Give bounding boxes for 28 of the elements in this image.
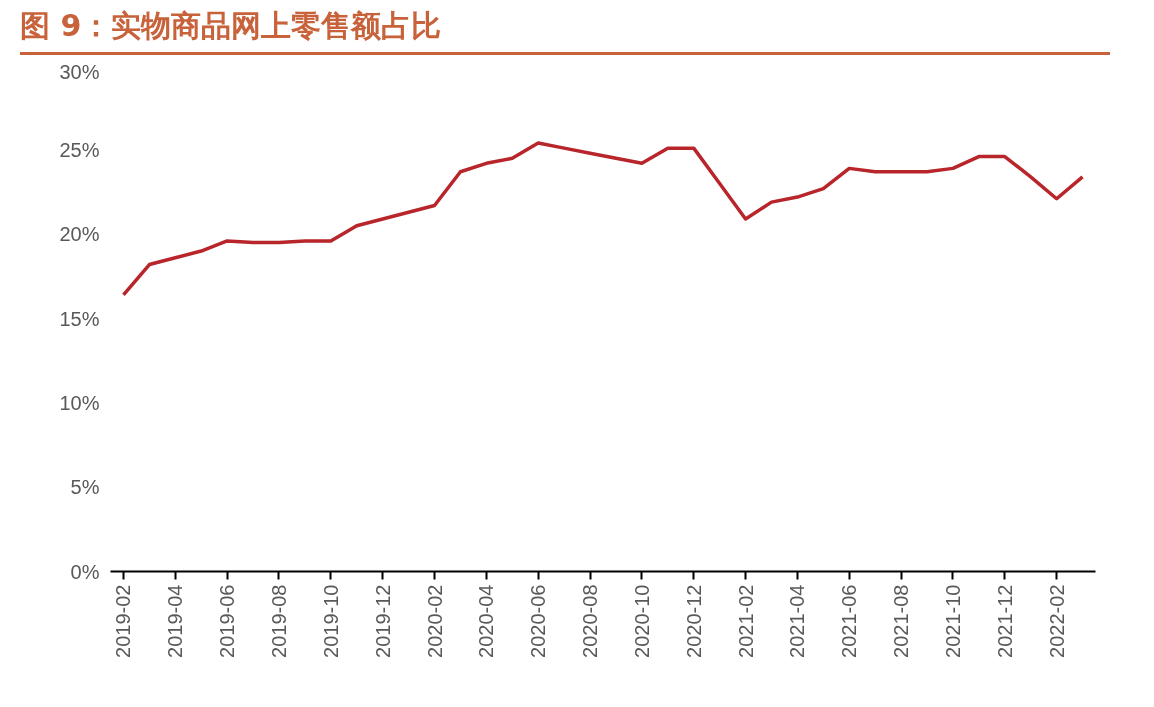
x-tick-label: 2020-12: [682, 584, 705, 658]
x-tick-label: 2020-06: [527, 584, 550, 658]
x-tick-label: 2022-02: [1045, 584, 1068, 658]
x-tick-label: 2019-10: [319, 584, 342, 658]
y-tick-label: 0%: [70, 560, 100, 583]
x-tick-label: 2019-04: [164, 584, 187, 658]
x-tick-label: 2019-08: [267, 584, 290, 658]
x-tick-label: 2020-04: [475, 584, 498, 658]
y-tick-label: 30%: [59, 60, 100, 83]
x-tick-label: 2020-10: [630, 584, 653, 658]
x-tick-label: 2019-12: [371, 584, 394, 658]
y-tick-label: 20%: [59, 223, 100, 246]
x-tick-label: 2021-02: [734, 584, 757, 658]
x-tick-label: 2021-08: [890, 584, 913, 658]
x-tick-label: 2021-12: [993, 584, 1016, 658]
x-tick-label: 2021-04: [786, 584, 809, 658]
x-tick-label: 2019-02: [112, 584, 135, 658]
x-tick-label: 2021-06: [838, 584, 861, 658]
y-tick-label: 15%: [59, 307, 100, 330]
y-tick-label: 25%: [59, 138, 100, 161]
y-tick-label: 10%: [59, 391, 100, 414]
x-tick-label: 2019-06: [216, 584, 239, 658]
line-series: [121, 141, 1085, 297]
chart-title: 图 9：实物商品网上零售额占比: [20, 7, 442, 45]
x-tick-label: 2020-02: [423, 584, 446, 658]
x-tick-label: 2021-10: [941, 584, 964, 658]
x-tick-label: 2020-08: [579, 584, 602, 658]
y-tick-label: 5%: [70, 476, 100, 499]
